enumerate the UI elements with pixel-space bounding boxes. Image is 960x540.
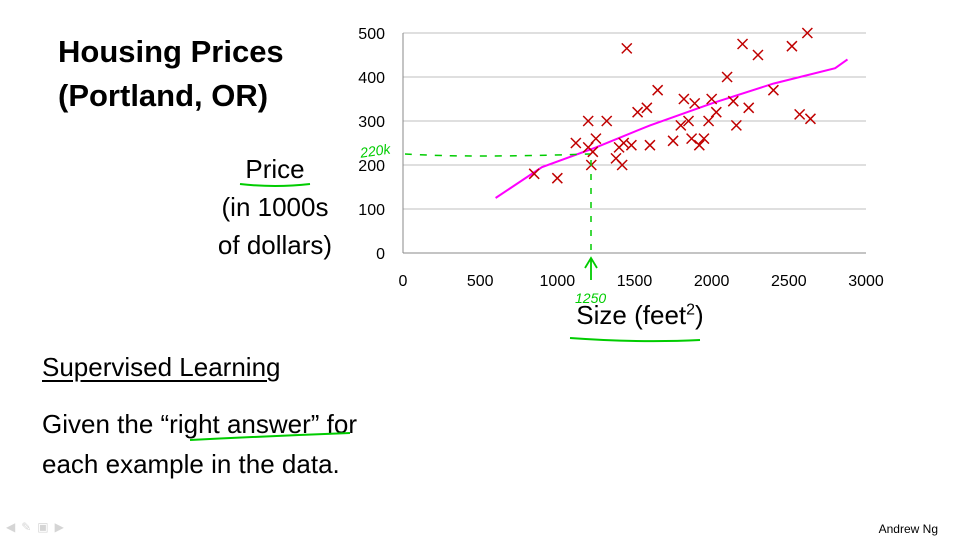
body-line-1-emphasis: right answer [169,409,311,439]
data-point [710,106,722,118]
x-axis-label-close: ) [695,300,704,330]
data-point [706,93,718,105]
data-point [678,93,690,105]
data-point [641,102,653,114]
data-point [752,49,764,61]
data-point [767,84,779,96]
x-tick-labels: 0 500 1000 1500 2000 2500 3000 [399,273,884,290]
data-point [693,139,705,151]
y-tick-label: 0 [376,246,385,263]
footer-author: Andrew Ng [878,522,938,536]
data-point [721,71,733,83]
data-point [689,97,701,109]
prev-arrow-icon[interactable]: ◀ [6,520,16,534]
data-point [737,38,749,50]
x-axis-label-sup: 2 [686,301,696,319]
annotation-y-value: 220k [358,140,392,160]
data-point [551,172,563,184]
pen-icon[interactable]: ✎ [21,520,32,534]
y-axis-label-line-1: Price [245,154,305,184]
data-point [682,115,695,127]
data-points [528,27,816,184]
slide-nav-controls[interactable]: ◀ ✎ ▣ ▶ [6,520,64,534]
data-point [570,137,582,149]
annotation-arrow [584,256,598,280]
y-tick-label: 300 [358,114,385,131]
fit-line [495,58,849,199]
x-tick-label: 2500 [771,273,807,290]
section-title: Supervised Learning [42,352,281,382]
y-tick-label: 200 [358,158,385,175]
menu-icon[interactable]: ▣ [37,520,49,534]
y-tick-label: 500 [358,26,385,43]
data-point [667,135,679,147]
data-point [621,42,633,54]
title-line-1: Housing Prices [58,34,284,69]
data-point [794,108,806,120]
data-point [786,40,798,52]
x-tick-label: 3000 [848,273,884,290]
x-axis-label: Size (feet2) [540,300,740,331]
y-axis-label-line-3: of dollars) [217,230,333,260]
body-line-2: each example in the data. [42,449,340,479]
data-point [703,115,715,127]
data-point [743,102,755,114]
y-label-underline [239,183,311,187]
x-tick-label: 2000 [694,273,730,290]
chart-grid [402,32,866,254]
handwritten-annotations: 220k 1250 [189,140,701,441]
data-point [587,146,599,158]
slide-title: Housing Prices (Portland, OR) [58,30,284,118]
data-point [801,27,813,39]
emphasis-underline [189,432,351,441]
data-point [601,115,613,127]
x-tick-label: 1500 [617,273,653,290]
x-tick-label: 1000 [540,273,576,290]
data-point [625,139,637,151]
data-point [652,84,664,96]
data-point [686,133,698,145]
data-point [582,115,594,127]
data-point [644,139,656,151]
data-point [632,106,644,118]
y-tick-label: 100 [358,202,385,219]
y-axis-label-line-2: (in 1000s [221,192,329,222]
data-point [675,119,687,131]
annotation-dashed-horizontal [404,153,591,157]
annotation-x-value: 1250 [575,290,606,306]
body-line-1-pre: Given the “ [42,409,170,439]
data-point [804,113,816,125]
y-axis-label: Price (in 1000s of dollars) [200,150,350,264]
data-point [616,159,628,171]
title-line-2: (Portland, OR) [58,78,269,113]
x-label-underline [569,337,701,343]
data-point [730,119,742,131]
data-point [528,168,540,180]
data-point [590,133,602,145]
data-point [727,95,739,107]
data-point [618,137,630,149]
next-arrow-icon[interactable]: ▶ [54,520,64,534]
data-point [698,133,710,145]
x-axis-label-text: Size (feet [576,300,687,330]
y-tick-labels: 0 100 200 300 400 500 [358,26,385,263]
x-tick-label: 500 [467,273,494,290]
y-tick-label: 400 [358,70,385,87]
x-tick-label: 0 [399,273,408,290]
